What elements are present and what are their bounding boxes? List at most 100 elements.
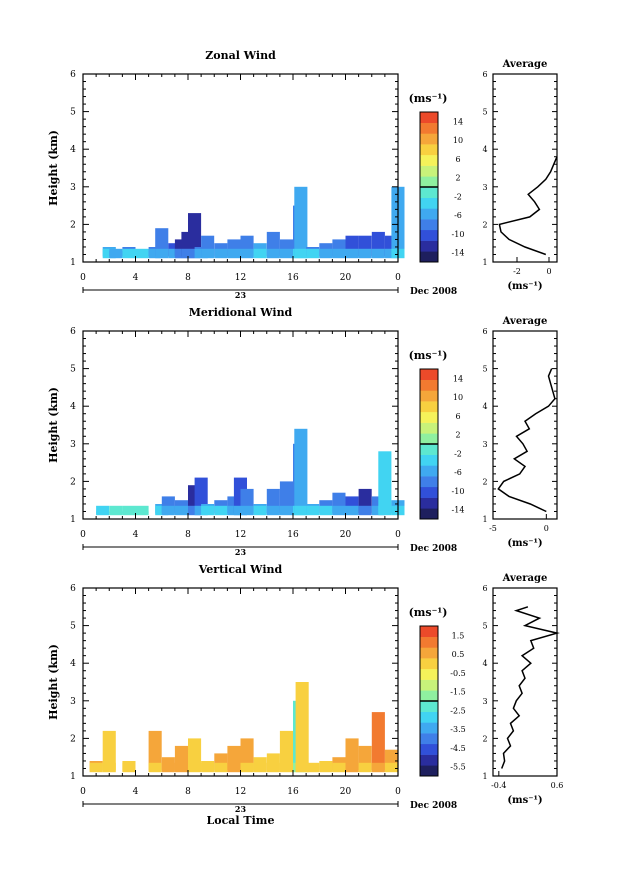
avg-y-tick-label: 1 <box>482 258 487 267</box>
heatmap-cell <box>148 730 162 771</box>
colorbar-segment <box>420 144 438 156</box>
heatmap-cell <box>294 505 308 516</box>
colorbar-segment <box>420 401 438 413</box>
colorbar-segment <box>420 433 438 445</box>
heatmap-cell <box>181 248 195 259</box>
colorbar-segment <box>420 240 438 252</box>
colorbar-segment <box>420 465 438 477</box>
colorbar-segment <box>420 743 438 755</box>
avg-y-tick-label: 4 <box>482 145 487 154</box>
avg-x-tick-label: -2 <box>513 267 521 276</box>
avg-x-tick-label: 0 <box>546 267 551 276</box>
heatmap-cell <box>332 248 346 259</box>
heatmap-cell <box>102 762 116 773</box>
y-tick-label: 1 <box>70 515 76 525</box>
colorbar-tick-label: -14 <box>452 506 465 515</box>
panel-title: Vertical Wind <box>198 563 283 576</box>
heatmap-cell <box>188 505 202 516</box>
average-profile-line <box>498 156 558 256</box>
y-axis-label: Height (km) <box>47 387 60 463</box>
x-tick-label: 0 <box>395 787 401 797</box>
avg-x-tick-label: -5 <box>489 524 497 533</box>
heatmap-cell <box>319 248 333 259</box>
heatmap-cell <box>294 186 308 257</box>
heatmap-cell <box>319 762 333 773</box>
avg-x-tick-label: 0.6 <box>551 781 564 790</box>
heatmap-cell <box>358 248 372 259</box>
avg-y-tick-label: 4 <box>482 402 487 411</box>
heatmap-cell <box>295 682 309 771</box>
colorbar-tick-label: 1.5 <box>452 631 465 640</box>
colorbar-segment <box>420 369 438 380</box>
heatmap-cell <box>161 762 175 773</box>
colorbar-tick-label: 6 <box>455 412 460 421</box>
average-frame <box>492 73 558 263</box>
heatmap-cell <box>155 505 169 516</box>
colorbar-segment <box>420 208 438 220</box>
colorbar-tick-label: -2 <box>454 192 462 201</box>
heatmap-cell <box>214 505 228 516</box>
x-tick-label: 4 <box>133 530 139 540</box>
colorbar-tick-label: 10 <box>453 393 463 402</box>
average-title: Average <box>502 316 548 327</box>
x-tick-label: 0 <box>80 787 86 797</box>
colorbar-segment <box>420 647 438 659</box>
heatmap-cell <box>266 248 280 259</box>
average-frame <box>492 587 558 777</box>
heatmap-cell <box>122 505 136 516</box>
avg-y-tick-label: 2 <box>482 477 487 486</box>
heatmap-cell <box>345 762 359 773</box>
heatmap-cell <box>279 505 293 516</box>
heatmap-cell <box>319 505 333 516</box>
average-title: Average <box>502 573 548 584</box>
avg-y-tick-label: 1 <box>482 772 487 781</box>
heatmap-cell <box>135 505 149 516</box>
colorbar-segment <box>420 679 438 691</box>
heatmap-cell <box>188 248 202 259</box>
heatmap-cell <box>148 762 162 773</box>
avg-y-tick-label: 5 <box>482 108 487 117</box>
heatmap-cell <box>371 762 385 773</box>
y-axis-label: Height (km) <box>47 130 60 206</box>
heatmap-cell <box>155 248 169 259</box>
heatmap-cell <box>227 248 241 259</box>
colorbar-tick-label: -3.5 <box>450 725 465 734</box>
heatmap-cell <box>332 762 346 773</box>
heatmap-cell <box>240 505 254 516</box>
heatmap-cell <box>201 762 215 773</box>
x-axis-label: Local Time <box>207 814 275 827</box>
avg-x-label: (ms⁻¹) <box>507 795 542 806</box>
month-label: Dec 2008 <box>410 287 457 297</box>
month-label: Dec 2008 <box>410 801 457 811</box>
heatmap-cell <box>253 762 267 773</box>
heatmap-cell <box>306 248 320 259</box>
avg-y-tick-label: 3 <box>482 183 487 192</box>
heatmap-cell <box>174 505 188 516</box>
colorbar-segment <box>420 422 438 434</box>
colorbar-segment <box>420 154 438 166</box>
avg-y-tick-label: 6 <box>482 584 487 593</box>
colorbar-segment <box>420 411 438 423</box>
x-tick-label: 12 <box>235 787 246 797</box>
colorbar-tick-label: -10 <box>452 487 465 496</box>
colorbar-tick-label: 2 <box>455 174 460 183</box>
heatmap-cell <box>188 762 202 773</box>
heatmap-cell <box>345 248 359 259</box>
heatmap-cell <box>109 505 123 516</box>
avg-y-tick-label: 2 <box>482 734 487 743</box>
y-tick-label: 6 <box>70 327 76 337</box>
x-tick-label: 0 <box>80 273 86 283</box>
x-tick-label: 16 <box>287 530 299 540</box>
y-tick-label: 4 <box>70 402 76 412</box>
colorbar-tick-label: -6 <box>454 211 462 220</box>
avg-x-tick-label: 0 <box>544 524 549 533</box>
y-tick-label: 4 <box>70 145 76 155</box>
heatmap-cell <box>358 505 372 516</box>
colorbar-tick-label: -2 <box>454 449 462 458</box>
colorbar-tick-label: 10 <box>453 136 463 145</box>
avg-y-tick-label: 6 <box>482 70 487 79</box>
heatmap-cell <box>253 505 267 516</box>
panel-title: Meridional Wind <box>189 306 293 319</box>
colorbar-segment <box>420 658 438 670</box>
y-tick-label: 1 <box>70 258 76 268</box>
